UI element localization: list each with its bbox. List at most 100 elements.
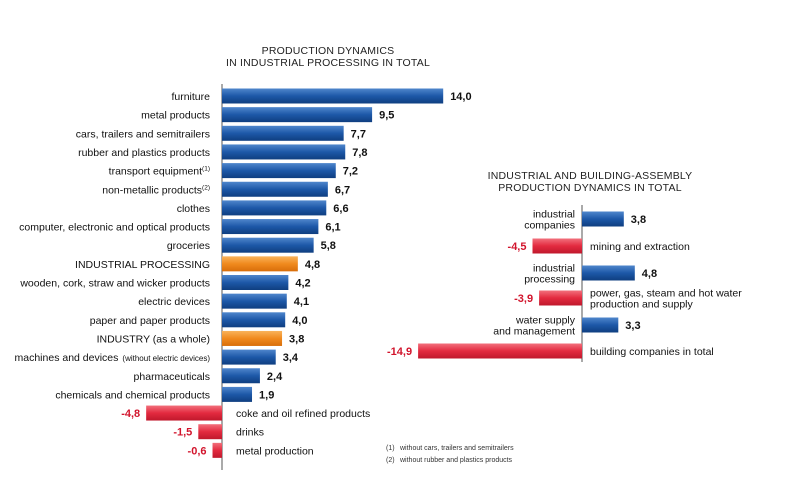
value-label-19: -0,6	[188, 445, 207, 457]
value-label-2: 7,7	[351, 128, 366, 140]
category-label-text-12: paper and paper products	[90, 315, 210, 327]
category-label-note-14: (without electric devices)	[122, 354, 210, 363]
value-label-0: 14,0	[450, 91, 471, 103]
bar-1	[222, 107, 373, 123]
category-label-0: furniture	[171, 91, 210, 103]
main-chart-bars: furniture 14,0 metal products 9,5 cars, trai…	[15, 88, 472, 458]
category-label-6: clothes	[177, 203, 210, 215]
bar-0	[222, 88, 444, 104]
category-label-2: cars, trailers and semitrailers	[76, 128, 210, 140]
side-category-label-3-1: production and supply	[590, 299, 693, 311]
category-label-16: chemicals and chemical products	[55, 389, 210, 401]
bar-13	[222, 330, 283, 346]
value-label-14: 3,4	[283, 352, 299, 364]
category-label-text-1: metal products	[141, 110, 210, 122]
side-category-label-5-0: building companies in total	[590, 346, 714, 358]
category-label-text-8: groceries	[167, 240, 210, 252]
value-label-3: 7,8	[352, 147, 367, 159]
category-footnote-mark-5: (2)	[202, 184, 210, 191]
bar-4	[222, 163, 336, 179]
category-label-19: metal production	[236, 445, 314, 457]
value-label-13: 3,8	[289, 333, 304, 345]
category-label-5: non-metallic products(2)	[102, 184, 210, 196]
value-label-1: 9,5	[379, 110, 394, 122]
side-bar-0	[582, 211, 624, 227]
category-label-text-2: cars, trailers and semitrailers	[76, 128, 210, 140]
category-label-10: wooden, cork, straw and wicker products	[19, 278, 210, 290]
side-value-label-0: 3,8	[631, 214, 646, 226]
category-label-text-5: non-metallic products	[102, 184, 202, 196]
category-label-18: drinks	[236, 427, 264, 439]
footnote-1-text: without cars, trailers and semitrailers	[399, 445, 514, 452]
main-chart-title-line-1: PRODUCTION DYNAMICS	[262, 45, 395, 57]
footnote-2-mark: (2)	[386, 457, 395, 464]
category-label-text-13: INDUSTRY (as a whole)	[97, 333, 210, 345]
category-label-text-16: chemicals and chemical products	[55, 389, 210, 401]
bar-3	[222, 144, 346, 160]
side-category-label-0-1: companies	[524, 220, 575, 232]
side-category-label-4-0: water supply	[515, 315, 576, 327]
value-label-4: 7,2	[343, 166, 358, 178]
category-label-text-7: computer, electronic and optical product…	[19, 222, 210, 234]
category-label-14: machines and devices (without electric de…	[15, 352, 211, 364]
side-chart-title-line-2: PRODUCTION DYNAMICS IN TOTAL	[498, 182, 682, 194]
bar-11	[222, 293, 287, 309]
side-bar-5	[418, 343, 582, 359]
category-label-text-11: electric devices	[138, 296, 210, 308]
bar-8	[222, 237, 314, 253]
category-label-text-15: pharmaceuticals	[134, 371, 210, 383]
side-value-label-1: -4,5	[508, 241, 527, 253]
category-label-7: computer, electronic and optical product…	[19, 222, 210, 234]
value-label-12: 4,0	[292, 315, 307, 327]
value-label-15: 2,4	[267, 371, 283, 383]
side-category-label-2-1: processing	[524, 274, 575, 286]
bar-12	[222, 312, 286, 328]
side-value-label-5: -14,9	[387, 346, 412, 358]
side-bar-2	[582, 265, 635, 281]
value-label-17: -4,8	[121, 408, 140, 420]
footnote-1: (1) without cars, trailers and semitrail…	[386, 445, 514, 452]
category-label-15: pharmaceuticals	[134, 371, 210, 383]
category-label-text-0: furniture	[171, 91, 210, 103]
side-category-label-4-1: and management	[493, 326, 575, 338]
side-bar-1	[532, 238, 582, 254]
side-category-label-3-0: power, gas, steam and hot water	[590, 288, 742, 300]
value-label-7: 6,1	[325, 222, 340, 234]
category-label-1: metal products	[141, 110, 210, 122]
category-label-text-10: wooden, cork, straw and wicker products	[19, 278, 210, 290]
value-label-9: 4,8	[305, 259, 320, 271]
bar-18	[198, 424, 222, 440]
value-label-5: 6,7	[335, 184, 350, 196]
value-label-18: -1,5	[173, 427, 192, 439]
bar-7	[222, 219, 319, 235]
bar-6	[222, 200, 327, 216]
category-label-text-3: rubber and plastics products	[78, 147, 210, 159]
bar-17	[146, 405, 222, 421]
category-label-9: INDUSTRIAL PROCESSING	[75, 259, 210, 271]
value-label-6: 6,6	[333, 203, 348, 215]
footnote-1-mark: (1)	[386, 445, 395, 452]
side-bar-4	[582, 317, 619, 333]
category-label-13: INDUSTRY (as a whole)	[97, 333, 210, 345]
side-bar-3	[539, 290, 582, 306]
value-label-10: 4,2	[295, 278, 310, 290]
side-chart-title-line-1: INDUSTRIAL AND BUILDING-ASSEMBLY	[488, 170, 693, 182]
footnote-2: (2) without rubber and plastics products	[386, 457, 513, 464]
category-label-text-4: transport equipment	[109, 166, 202, 178]
bar-19	[212, 442, 222, 458]
category-label-4: transport equipment(1)	[109, 166, 210, 178]
category-label-11: electric devices	[138, 296, 210, 308]
value-label-8: 5,8	[321, 240, 336, 252]
bar-2	[222, 125, 344, 141]
category-footnote-mark-4: (1)	[202, 166, 210, 173]
bar-15	[222, 368, 260, 384]
value-label-16: 1,9	[259, 389, 274, 401]
main-chart-title-line-2: IN INDUSTRIAL PROCESSING IN TOTAL	[226, 57, 430, 69]
bar-5	[222, 181, 328, 197]
side-value-label-2: 4,8	[642, 268, 657, 280]
category-label-3: rubber and plastics products	[78, 147, 210, 159]
bar-16	[222, 386, 253, 402]
